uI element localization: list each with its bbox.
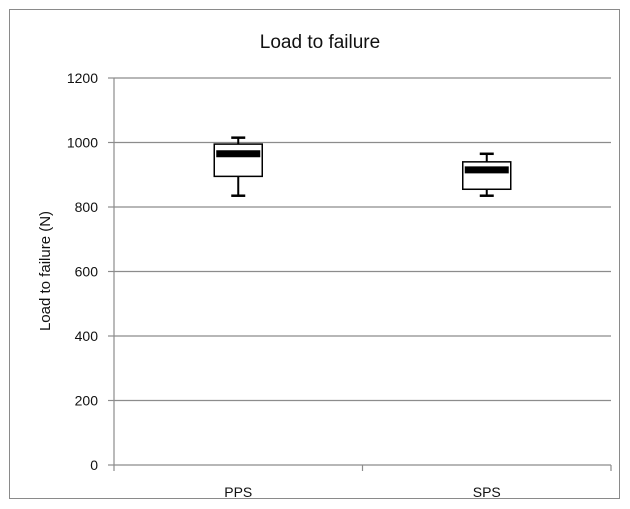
y-tick-label-800: 800 [75,199,99,215]
y-tick-label-1200: 1200 [67,70,98,86]
box-pps [213,136,263,197]
y-tick-label-0: 0 [90,457,98,473]
x-tick-label-sps: SPS [473,484,501,500]
y-axis-title: Load to failure (N) [37,211,54,331]
x-tick-label-pps: PPS [224,484,252,500]
boxes [213,136,512,197]
y-tick-label-200: 200 [75,393,99,409]
y-axis-ticks: 0 200 400 600 800 1000 1200 [67,70,114,473]
y-tick-label-1000: 1000 [67,135,98,151]
iqr-box-pps [213,143,263,178]
x-axis-ticks: PPS SPS [113,465,612,500]
grid-lines [114,77,611,402]
chart-title: Load to failure [260,32,380,53]
y-tick-label-600: 600 [75,264,99,280]
chart-frame [9,9,620,499]
y-tick-label-400: 400 [75,328,99,344]
iqr-box-sps [462,161,512,191]
box-sps [462,152,512,197]
